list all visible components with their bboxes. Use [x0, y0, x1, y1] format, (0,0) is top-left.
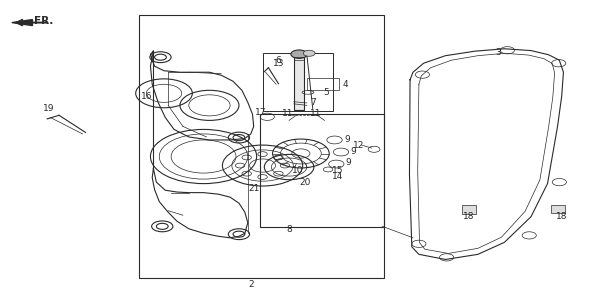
Bar [294, 57, 304, 110]
Text: 9: 9 [345, 135, 350, 144]
Text: 8: 8 [286, 225, 292, 234]
Text: 12: 12 [353, 141, 364, 150]
Text: 13: 13 [273, 59, 284, 68]
Text: FR.: FR. [34, 16, 54, 26]
Text: 18: 18 [556, 212, 568, 221]
Text: 9: 9 [346, 158, 352, 167]
Bar [462, 205, 476, 214]
Circle shape [303, 50, 315, 56]
Text: 16: 16 [140, 92, 152, 101]
Text: 4: 4 [342, 80, 348, 89]
Text: 14: 14 [332, 172, 343, 181]
Text: 21: 21 [248, 184, 260, 193]
Text: 20: 20 [300, 178, 311, 187]
Text: 10: 10 [292, 166, 304, 175]
Text: 11: 11 [282, 109, 294, 118]
Text: 3: 3 [496, 48, 502, 57]
Polygon shape [12, 20, 32, 26]
Text: 9: 9 [350, 147, 356, 156]
Text: 2: 2 [248, 280, 254, 289]
Bar [139, 15, 384, 278]
Text: 6: 6 [275, 56, 281, 65]
Bar [551, 205, 565, 213]
Text: 5: 5 [323, 88, 329, 97]
Text: 11: 11 [310, 109, 322, 118]
Text: 18: 18 [463, 212, 475, 221]
Bar [263, 53, 333, 111]
Text: 15: 15 [332, 166, 343, 175]
Text: 7: 7 [310, 98, 316, 107]
Text: 19: 19 [42, 104, 54, 113]
Bar [307, 78, 339, 90]
Bar [260, 114, 384, 227]
Text: 17: 17 [255, 108, 267, 117]
Circle shape [291, 50, 307, 58]
